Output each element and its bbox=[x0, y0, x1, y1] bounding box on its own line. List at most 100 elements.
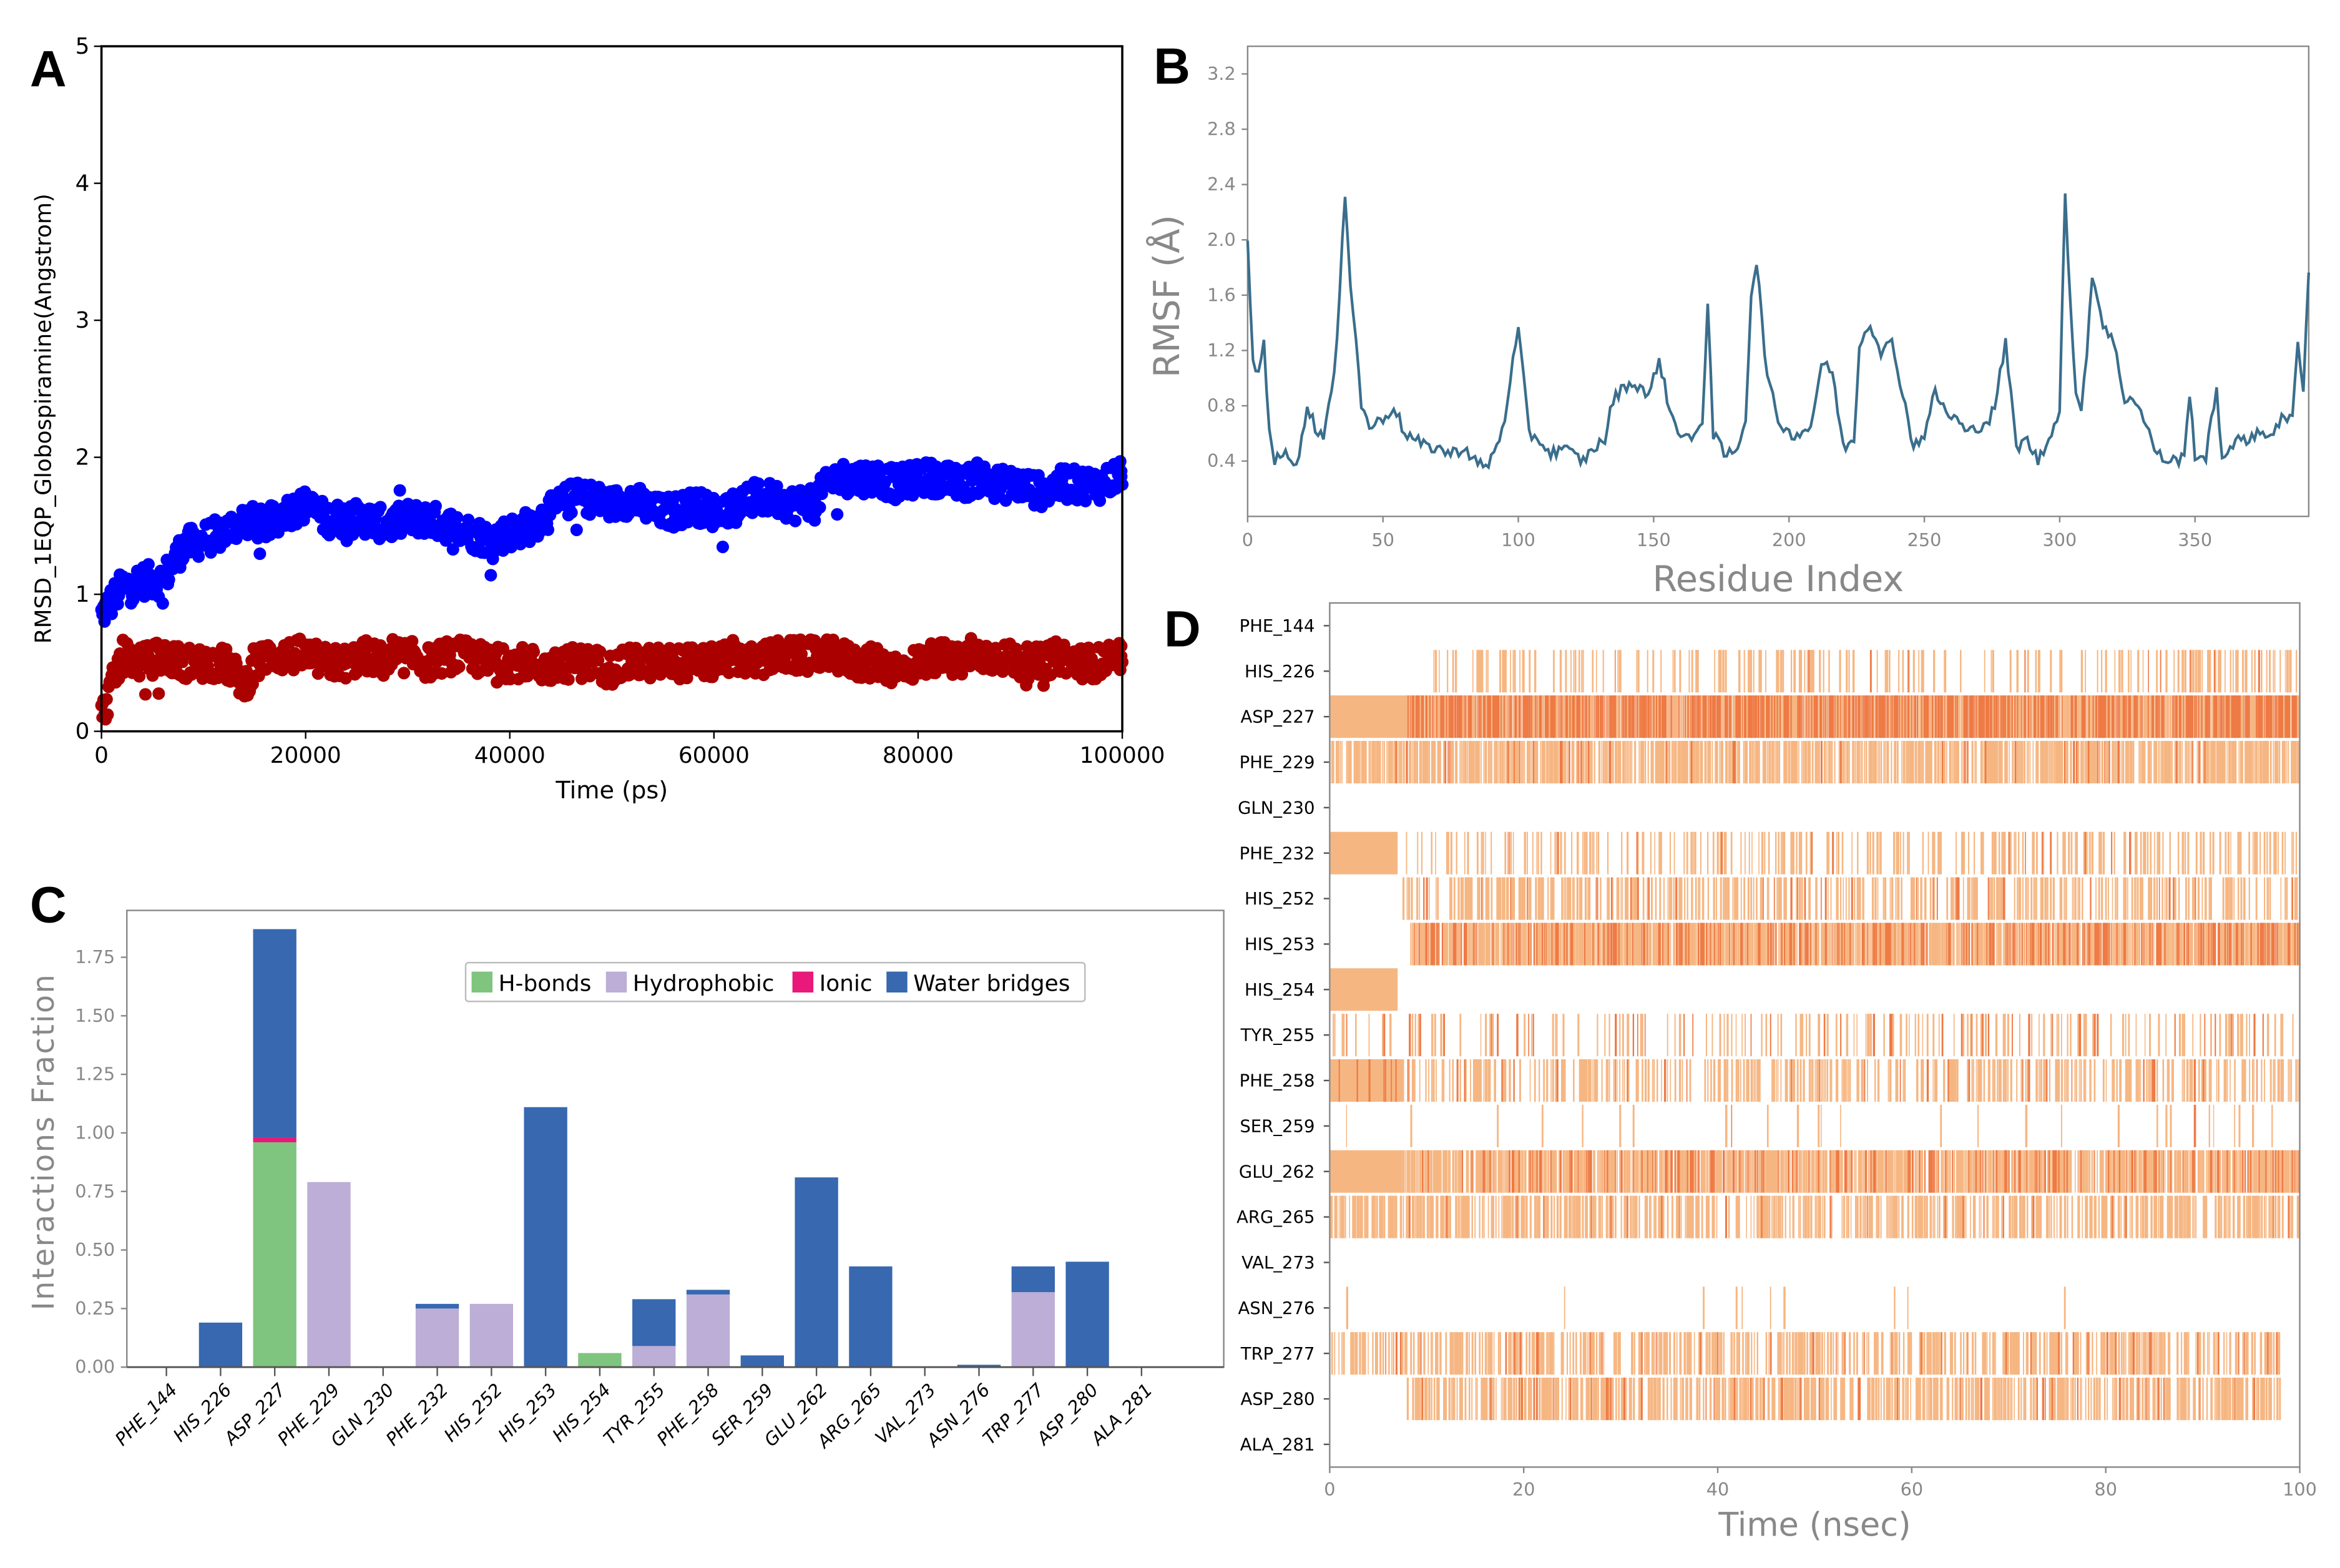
contact-bar bbox=[2042, 923, 2044, 966]
contact-bar bbox=[2293, 740, 2296, 784]
contact-bar bbox=[2175, 923, 2177, 966]
contact-bar bbox=[2043, 831, 2045, 875]
contact-bar bbox=[1630, 923, 1632, 966]
contact-bar bbox=[1431, 831, 1433, 875]
contact-bar bbox=[1662, 923, 1664, 966]
contact-bar bbox=[1758, 740, 1760, 784]
contact-bar bbox=[1582, 695, 1584, 738]
contact-bar bbox=[1975, 1014, 1978, 1057]
contact-bar bbox=[1617, 877, 1620, 920]
contact-bar bbox=[1693, 923, 1695, 966]
panel-label-a: A bbox=[29, 41, 67, 99]
contact-bar bbox=[1443, 1014, 1446, 1057]
contact-bar bbox=[2143, 831, 2145, 875]
data-point bbox=[770, 479, 783, 492]
contact-bar bbox=[1910, 877, 1912, 920]
contact-bar bbox=[1943, 740, 1945, 784]
contact-bar bbox=[1602, 923, 1603, 966]
contact-bar bbox=[1954, 877, 1957, 920]
heatmap-row bbox=[1329, 695, 2299, 738]
contact-bar bbox=[2050, 1014, 2052, 1057]
contact-bar bbox=[1853, 740, 1855, 784]
contact-bar bbox=[1839, 923, 1842, 966]
contact-bar bbox=[1580, 877, 1583, 920]
contact-bar bbox=[2177, 650, 2180, 693]
contact-bar bbox=[1447, 923, 1449, 966]
contact-bar bbox=[1625, 740, 1627, 784]
contact-bar bbox=[1796, 831, 1798, 875]
y-tick-label: 1.6 bbox=[1207, 284, 1236, 305]
contact-bar bbox=[1700, 831, 1701, 875]
y-tick-label: 0.00 bbox=[75, 1356, 115, 1378]
contact-bar bbox=[2117, 695, 2118, 738]
contact-bar bbox=[1647, 923, 1648, 966]
contact-bar bbox=[1790, 650, 1793, 693]
contact-bar bbox=[2161, 877, 2163, 920]
contact-bar bbox=[1974, 740, 1976, 784]
contact-bar bbox=[2219, 923, 2221, 966]
contact-bar bbox=[1610, 695, 1612, 738]
contact-bar bbox=[1811, 695, 1813, 738]
contact-bar bbox=[1570, 650, 1572, 693]
contact-bar bbox=[1675, 923, 1678, 966]
plot-frame-b bbox=[1246, 45, 2310, 517]
contact-bar bbox=[2230, 1014, 2231, 1057]
contact-bar bbox=[2225, 650, 2226, 693]
contact-bar bbox=[2181, 1014, 2184, 1057]
contact-bar bbox=[2178, 740, 2181, 784]
contact-bar bbox=[1906, 1014, 1907, 1057]
contact-bar bbox=[2158, 831, 2161, 875]
contact-bar bbox=[1731, 1014, 1733, 1057]
contact-bar bbox=[1749, 740, 1751, 784]
contact-bar bbox=[2254, 923, 2256, 966]
contact-bar bbox=[2009, 740, 2010, 784]
contact-bar bbox=[1987, 877, 1989, 920]
contact-bar bbox=[2072, 695, 2073, 738]
contact-bar bbox=[2003, 877, 2005, 920]
contact-bar bbox=[2005, 740, 2008, 784]
contact-bar bbox=[1922, 650, 1924, 693]
contact-bar bbox=[1808, 1014, 1811, 1057]
contact-bar bbox=[1874, 740, 1876, 784]
contact-bar bbox=[1346, 740, 1348, 784]
contact-bar bbox=[1514, 650, 1516, 693]
contact-bar bbox=[2035, 650, 2037, 693]
contact-bar bbox=[2231, 923, 2233, 966]
contact-bar bbox=[1553, 877, 1555, 920]
contact-bar bbox=[2240, 695, 2243, 738]
x-tick-label: 0 bbox=[94, 743, 109, 768]
contact-bar bbox=[1753, 877, 1755, 920]
contact-bar bbox=[2209, 831, 2211, 875]
contact-bar bbox=[1939, 695, 1940, 738]
contact-bar bbox=[1872, 1014, 1876, 1057]
contact-bar bbox=[1622, 877, 1623, 920]
contact-bar bbox=[2007, 1014, 2010, 1057]
contact-bar bbox=[2121, 650, 2123, 693]
contact-bar bbox=[1355, 1014, 1357, 1057]
contact-bar bbox=[1592, 650, 1594, 693]
contact-bar bbox=[2104, 740, 2106, 784]
contact-bar bbox=[1695, 740, 1697, 784]
contact-bar bbox=[1896, 923, 1897, 966]
contact-bar bbox=[2048, 695, 2050, 738]
contact-bar bbox=[1821, 877, 1822, 920]
bar-water-bridges bbox=[1065, 1262, 1109, 1368]
contact-bar bbox=[1811, 923, 1813, 966]
contact-bar bbox=[2210, 740, 2212, 784]
contact-bar bbox=[1766, 923, 1768, 966]
contact-bar bbox=[1968, 923, 1970, 966]
contact-bar bbox=[2171, 740, 2173, 784]
contact-bar bbox=[1590, 740, 1593, 784]
contact-bar bbox=[2137, 695, 2140, 738]
contact-bar bbox=[1955, 695, 1957, 738]
contact-bar bbox=[1548, 923, 1550, 966]
contact-bar bbox=[1589, 831, 1592, 875]
contact-bar bbox=[1591, 695, 1593, 738]
contact-bar bbox=[2269, 740, 2272, 784]
contact-bar bbox=[1422, 740, 1424, 784]
contact-bar bbox=[2246, 650, 2248, 693]
contact-bar bbox=[2144, 831, 2147, 875]
contact-bar bbox=[1886, 650, 1889, 693]
contact-bar bbox=[1767, 695, 1769, 738]
contact-bar bbox=[1913, 740, 1914, 784]
